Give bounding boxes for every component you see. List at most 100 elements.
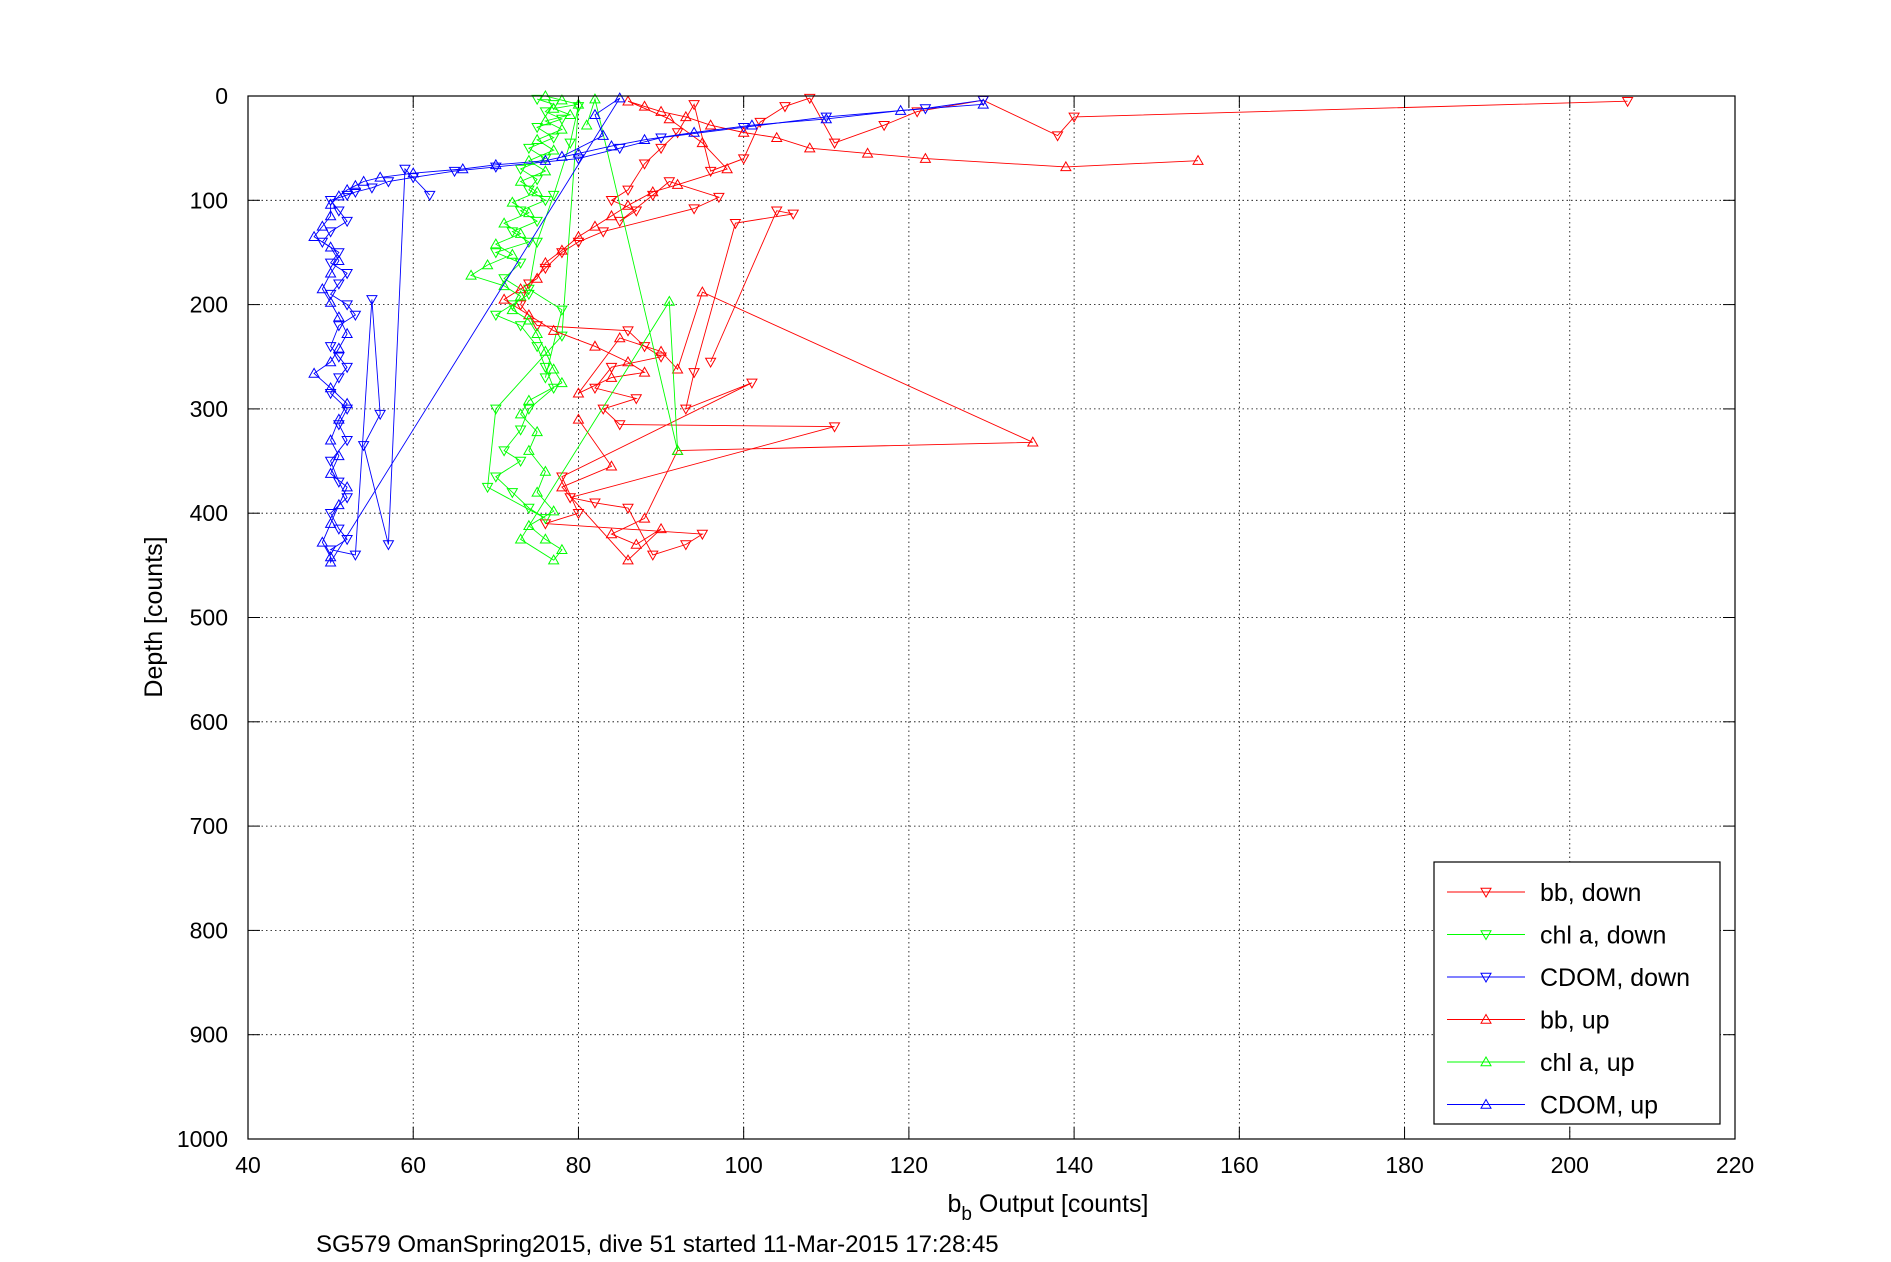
data-point xyxy=(489,238,502,249)
data-point xyxy=(489,472,502,483)
x-tick-labels: 40 60 80 100 120 140 160 180 200 220 xyxy=(235,1152,1754,1178)
data-point xyxy=(746,378,758,389)
data-point xyxy=(589,93,601,104)
data-point xyxy=(523,143,535,155)
data-point xyxy=(523,444,535,455)
data-point xyxy=(820,112,833,124)
data-point xyxy=(481,482,494,494)
data-point xyxy=(308,230,320,242)
data-point xyxy=(531,425,544,437)
data-point xyxy=(341,216,353,228)
data-point xyxy=(638,366,651,377)
y-tick-label: 900 xyxy=(190,1022,228,1048)
data-point xyxy=(580,119,593,130)
data-point xyxy=(316,282,329,294)
data-point xyxy=(523,314,535,325)
data-point xyxy=(523,404,535,415)
series-line xyxy=(503,100,1199,561)
data-point xyxy=(333,311,345,322)
data-point xyxy=(506,488,519,499)
x-axis-label-rest: Output [counts] xyxy=(972,1190,1149,1218)
data-point xyxy=(539,196,552,207)
data-point xyxy=(605,196,618,207)
data-point xyxy=(547,133,560,144)
data-point xyxy=(341,493,353,504)
data-point xyxy=(572,147,585,158)
data-point xyxy=(589,220,601,231)
data-point xyxy=(679,110,692,122)
y-axis-label: Depth [counts] xyxy=(140,536,168,697)
data-point xyxy=(324,289,337,301)
data-point xyxy=(324,196,337,207)
data-point xyxy=(514,227,527,238)
data-point xyxy=(613,331,626,343)
data-point xyxy=(531,272,544,283)
legend-marker xyxy=(1480,1013,1492,1024)
data-point xyxy=(655,522,667,534)
x-tick-label: 140 xyxy=(1055,1152,1093,1178)
data-point xyxy=(531,237,544,249)
data-point xyxy=(679,404,692,415)
data-point xyxy=(514,258,527,269)
data-point xyxy=(333,352,345,363)
legend-item: chl a, up xyxy=(1447,1049,1635,1077)
data-point xyxy=(646,185,659,197)
data-point xyxy=(704,119,717,130)
data-point xyxy=(531,133,544,145)
data-point xyxy=(754,117,767,129)
data-point xyxy=(539,263,552,275)
data-point xyxy=(523,154,535,165)
data-point xyxy=(663,295,676,306)
data-point xyxy=(489,162,502,173)
legend-item: bb, up xyxy=(1447,1007,1610,1035)
data-point xyxy=(622,199,634,210)
data-point xyxy=(556,305,568,316)
data-point xyxy=(622,326,634,337)
data-point xyxy=(721,163,734,174)
series-line xyxy=(313,97,984,564)
data-point xyxy=(324,389,337,400)
data-point xyxy=(547,324,560,335)
data-point xyxy=(564,493,577,504)
data-point xyxy=(539,115,552,126)
data-point xyxy=(1059,160,1072,172)
data-point xyxy=(646,550,659,561)
data-point xyxy=(803,93,816,105)
y-tick-label: 800 xyxy=(190,917,228,943)
data-point xyxy=(531,175,544,186)
data-point xyxy=(341,190,353,202)
data-point xyxy=(514,408,527,419)
data-point xyxy=(713,192,725,204)
data-point xyxy=(1192,154,1204,165)
data-point xyxy=(564,108,577,120)
legend-item: CDOM, down xyxy=(1447,964,1690,992)
data-point xyxy=(324,209,337,221)
series-1 xyxy=(481,94,585,525)
data-point xyxy=(589,108,601,120)
data-point xyxy=(523,289,535,301)
data-point xyxy=(746,119,758,130)
data-point xyxy=(498,446,510,457)
data-point xyxy=(572,98,585,109)
legend-item: bb, down xyxy=(1447,879,1641,907)
data-point xyxy=(539,154,552,165)
data-point xyxy=(1068,112,1080,123)
y-tick-label: 100 xyxy=(190,187,228,213)
y-tick-labels: 0 100 200 300 400 500 600 700 800 900 1000 xyxy=(177,83,228,1152)
figure-caption: SG579 OmanSpring2015, dive 51 started 11… xyxy=(316,1231,999,1258)
data-point xyxy=(613,92,626,103)
data-point xyxy=(324,296,337,307)
data-point xyxy=(514,425,527,436)
data-point xyxy=(564,138,577,149)
data-point xyxy=(737,154,750,165)
data-point xyxy=(605,460,618,471)
data-point xyxy=(729,218,742,230)
data-point xyxy=(333,321,345,332)
legend-marker xyxy=(1480,887,1492,899)
data-point xyxy=(531,342,544,353)
data-point xyxy=(539,345,552,356)
data-point xyxy=(523,519,535,530)
series-5 xyxy=(308,92,990,567)
data-point xyxy=(655,133,667,144)
data-point xyxy=(514,282,527,294)
